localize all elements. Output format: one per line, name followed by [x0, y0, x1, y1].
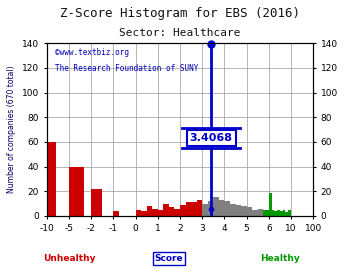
Bar [163, 204, 169, 216]
Bar [271, 210, 274, 216]
Bar [285, 212, 288, 216]
Bar [180, 205, 185, 216]
Bar [252, 210, 258, 216]
Bar [269, 193, 271, 216]
Bar [202, 204, 208, 216]
Bar [274, 211, 277, 216]
Text: Sector: Healthcare: Sector: Healthcare [119, 28, 241, 38]
Text: Z-Score Histogram for EBS (2016): Z-Score Histogram for EBS (2016) [60, 7, 300, 20]
Bar [147, 206, 152, 216]
Text: Unhealthy: Unhealthy [43, 254, 95, 263]
Text: The Research Foundation of SUNY: The Research Foundation of SUNY [55, 64, 198, 73]
Bar [213, 197, 219, 216]
Y-axis label: Number of companies (670 total): Number of companies (670 total) [7, 66, 16, 193]
Bar [152, 209, 158, 216]
Bar [76, 167, 84, 216]
Bar [247, 207, 252, 216]
Bar [241, 206, 247, 216]
Bar [280, 211, 283, 216]
Bar [136, 210, 141, 216]
Bar [230, 204, 235, 216]
Text: Score: Score [154, 254, 183, 263]
Bar [258, 209, 263, 216]
Bar [235, 205, 241, 216]
Bar [47, 142, 56, 216]
Bar [197, 200, 202, 216]
Bar [288, 210, 291, 216]
Bar [283, 210, 285, 216]
Bar [219, 200, 224, 216]
Bar [263, 210, 269, 216]
Bar [208, 201, 213, 216]
Text: 3.4068: 3.4068 [190, 133, 233, 143]
Bar [185, 202, 191, 216]
Bar [141, 211, 147, 216]
Bar [277, 210, 280, 216]
Bar [175, 209, 180, 216]
Text: Healthy: Healthy [260, 254, 300, 263]
Bar [169, 207, 175, 216]
Bar [224, 201, 230, 216]
Text: ©www.textbiz.org: ©www.textbiz.org [55, 48, 129, 58]
Bar [113, 211, 119, 216]
Bar [69, 167, 76, 216]
Bar [191, 202, 197, 216]
Bar [91, 189, 102, 216]
Bar [158, 210, 163, 216]
